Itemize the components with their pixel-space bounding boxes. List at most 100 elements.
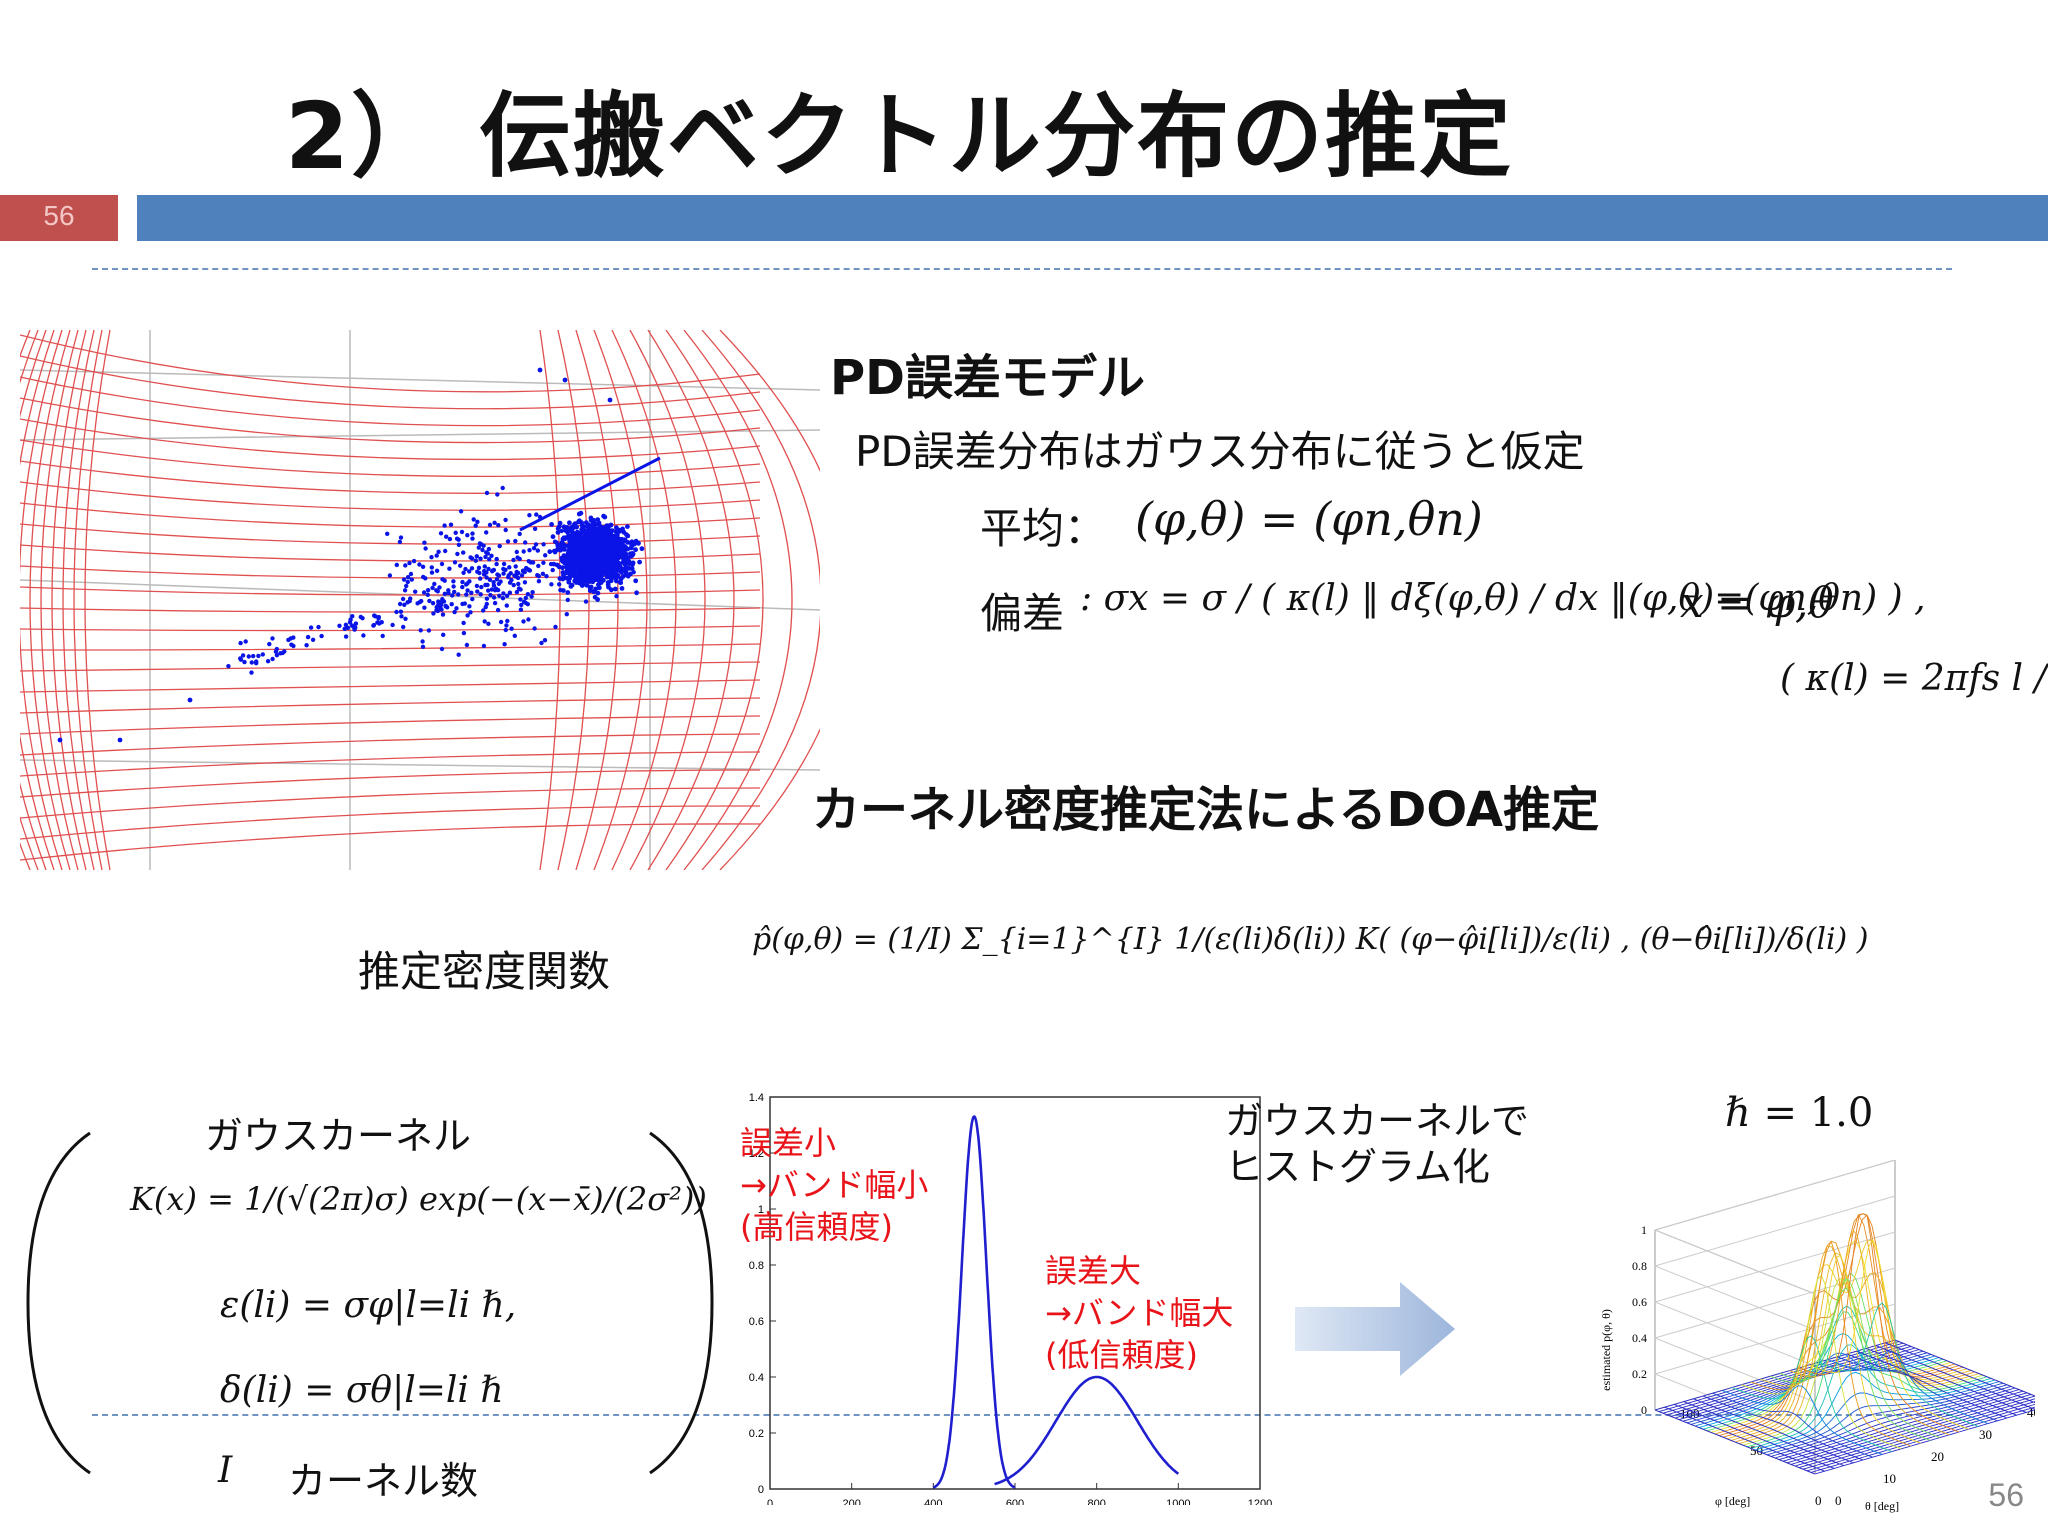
doa-point bbox=[483, 582, 488, 588]
doa-point bbox=[513, 538, 518, 544]
sphere-wireframe bbox=[20, 330, 820, 870]
doa-point bbox=[570, 532, 576, 538]
doa-point bbox=[484, 601, 489, 607]
doa-point bbox=[526, 617, 531, 622]
doa-point bbox=[569, 551, 575, 557]
wire-latitude bbox=[20, 751, 761, 777]
doa-point bbox=[633, 547, 638, 553]
grid-line bbox=[1654, 1195, 1896, 1267]
mesh-line bbox=[1712, 1392, 1873, 1458]
doa-point bbox=[605, 539, 611, 545]
doa-point bbox=[617, 566, 622, 571]
doa-point bbox=[501, 561, 507, 567]
wire-longitude bbox=[575, 330, 619, 870]
doa-point bbox=[572, 536, 577, 541]
doa-point bbox=[481, 643, 487, 649]
doa-point bbox=[536, 579, 542, 584]
doa-point bbox=[580, 577, 586, 582]
doa-point bbox=[436, 549, 441, 554]
wire-latitude bbox=[20, 787, 761, 819]
doa-point bbox=[246, 654, 251, 659]
doa-point bbox=[401, 577, 407, 582]
doa-point bbox=[544, 574, 549, 579]
mesh-line bbox=[1810, 1406, 2035, 1473]
doa-point bbox=[507, 590, 513, 595]
doa-point bbox=[631, 570, 636, 575]
histogram-line-2: ヒストグラム化 bbox=[1225, 1145, 1490, 1189]
wire-longitude bbox=[593, 330, 648, 870]
doa-point bbox=[490, 568, 495, 573]
grid-line bbox=[1654, 1265, 1816, 1331]
doa-point bbox=[456, 652, 461, 657]
doa-point bbox=[537, 367, 543, 373]
wire-longitude bbox=[29, 330, 71, 870]
doa-point bbox=[598, 528, 603, 534]
doa-point bbox=[419, 598, 424, 604]
doa-point bbox=[376, 614, 381, 620]
doa-point bbox=[486, 621, 491, 626]
doa-point bbox=[528, 560, 533, 565]
doa-point bbox=[489, 587, 495, 592]
doa-point bbox=[361, 633, 366, 638]
doa-point bbox=[561, 524, 567, 530]
doa-point bbox=[371, 622, 377, 628]
wire-latitude bbox=[20, 805, 761, 840]
doa-point bbox=[614, 594, 619, 599]
doa-point bbox=[404, 583, 409, 589]
kernel-title: ガウスカーネル bbox=[205, 1114, 472, 1158]
doa-point bbox=[423, 546, 428, 551]
doa-point bbox=[527, 548, 532, 553]
doa-point bbox=[536, 563, 541, 569]
mesh-line bbox=[1664, 1406, 1825, 1472]
doa-point bbox=[449, 602, 454, 607]
doa-point bbox=[484, 530, 489, 535]
delta-formula: δ(li) = σθ|l=li ℏ bbox=[220, 1370, 504, 1411]
kernel-formula: K(x) = 1/(√(2π)σ) exp(−(x−x̄)/(2σ²)) bbox=[130, 1180, 707, 1218]
doa-point bbox=[560, 559, 566, 564]
doa-point bbox=[460, 584, 465, 590]
doa-point bbox=[441, 599, 447, 604]
doa-point bbox=[403, 616, 408, 621]
doa-point bbox=[471, 517, 476, 522]
doa-point bbox=[531, 546, 537, 551]
doa-point bbox=[607, 570, 613, 576]
doa-point bbox=[609, 541, 614, 546]
doa-point bbox=[458, 509, 464, 514]
doa-point bbox=[541, 542, 546, 547]
mesh-line bbox=[1770, 1287, 1931, 1441]
x-tick-label: 1000 bbox=[1166, 1498, 1190, 1505]
z-axis-label: estimated p(φ, θ) bbox=[1599, 1309, 1613, 1391]
wire-longitude bbox=[647, 330, 735, 870]
doa-point bbox=[478, 556, 483, 561]
wire-longitude bbox=[629, 330, 706, 870]
z-tick-label: 0.2 bbox=[1632, 1367, 1647, 1381]
x-tick-label: 600 bbox=[1006, 1498, 1024, 1505]
doa-point bbox=[260, 652, 265, 657]
doa-point bbox=[611, 574, 617, 579]
doa-point bbox=[475, 589, 480, 594]
doa-point bbox=[451, 584, 456, 589]
doa-point bbox=[608, 522, 614, 528]
doa-point bbox=[454, 536, 460, 541]
wire-longitude bbox=[701, 330, 820, 870]
doa-point bbox=[286, 637, 291, 643]
doa-point-cloud bbox=[57, 367, 645, 743]
doa-point bbox=[504, 593, 510, 598]
doa-point bbox=[549, 522, 554, 527]
wire-latitude bbox=[20, 643, 761, 651]
y-tick-label: 0.6 bbox=[749, 1316, 764, 1328]
wire-latitude bbox=[20, 769, 761, 798]
doa-point bbox=[493, 588, 498, 593]
doa-point bbox=[521, 599, 527, 604]
doa-point bbox=[542, 638, 548, 643]
theta-tick-label: 10 bbox=[1883, 1471, 1896, 1486]
doa-point bbox=[422, 540, 427, 545]
doa-point bbox=[555, 526, 561, 531]
sphere-scatter-plot bbox=[20, 330, 820, 870]
large-error-line-3: (低信頼度) bbox=[1045, 1336, 1198, 1374]
y-tick-label: 0.8 bbox=[749, 1260, 764, 1272]
doa-point bbox=[595, 517, 601, 522]
doa-point bbox=[588, 584, 594, 590]
doa-point bbox=[270, 636, 275, 641]
mesh-line bbox=[1802, 1401, 2035, 1470]
